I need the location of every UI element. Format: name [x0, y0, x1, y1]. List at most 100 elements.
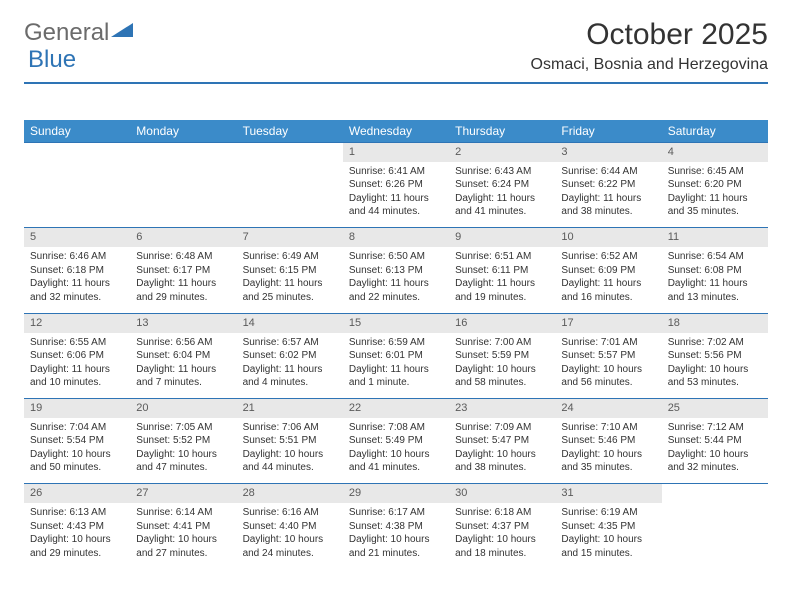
day-info-row: Sunrise: 6:13 AMSunset: 4:43 PMDaylight:… — [24, 503, 768, 569]
sunset-line: Sunset: 4:37 PM — [455, 520, 549, 534]
day-number-cell: 30 — [449, 484, 555, 503]
sunrise-line: Sunrise: 7:12 AM — [668, 421, 762, 435]
sunrise-line: Sunrise: 6:51 AM — [455, 250, 549, 264]
day-info-cell: Sunrise: 7:02 AMSunset: 5:56 PMDaylight:… — [662, 333, 768, 399]
day-number-cell: 13 — [130, 313, 236, 332]
day-number-cell: 24 — [555, 399, 661, 418]
sunset-line: Sunset: 4:41 PM — [136, 520, 230, 534]
calendar-body: 1234Sunrise: 6:41 AMSunset: 6:26 PMDayli… — [24, 143, 768, 570]
sunset-line: Sunset: 6:01 PM — [349, 349, 443, 363]
daylight-line: Daylight: 11 hours and 10 minutes. — [30, 363, 124, 390]
sunset-line: Sunset: 5:49 PM — [349, 434, 443, 448]
page-header: General October 2025 Osmaci, Bosnia and … — [24, 18, 768, 74]
daylight-line: Daylight: 11 hours and 32 minutes. — [30, 277, 124, 304]
day-number-cell: 20 — [130, 399, 236, 418]
weekday-header: Friday — [555, 120, 661, 143]
sunrise-line: Sunrise: 7:09 AM — [455, 421, 549, 435]
day-number-cell — [130, 143, 236, 162]
day-number-cell: 8 — [343, 228, 449, 247]
day-number-cell: 14 — [237, 313, 343, 332]
day-number-cell: 12 — [24, 313, 130, 332]
day-info-cell: Sunrise: 6:48 AMSunset: 6:17 PMDaylight:… — [130, 247, 236, 313]
daylight-line: Daylight: 10 hours and 24 minutes. — [243, 533, 337, 560]
day-info-cell: Sunrise: 7:10 AMSunset: 5:46 PMDaylight:… — [555, 418, 661, 484]
day-info-row: Sunrise: 6:41 AMSunset: 6:26 PMDaylight:… — [24, 162, 768, 228]
sunset-line: Sunset: 6:17 PM — [136, 264, 230, 278]
day-info-cell: Sunrise: 7:01 AMSunset: 5:57 PMDaylight:… — [555, 333, 661, 399]
daylight-line: Daylight: 10 hours and 29 minutes. — [30, 533, 124, 560]
daylight-line: Daylight: 11 hours and 13 minutes. — [668, 277, 762, 304]
daylight-line: Daylight: 10 hours and 53 minutes. — [668, 363, 762, 390]
daylight-line: Daylight: 10 hours and 41 minutes. — [349, 448, 443, 475]
day-info-cell: Sunrise: 6:46 AMSunset: 6:18 PMDaylight:… — [24, 247, 130, 313]
sunset-line: Sunset: 4:43 PM — [30, 520, 124, 534]
day-number-cell: 1 — [343, 143, 449, 162]
day-number-row: 1234 — [24, 143, 768, 162]
sunrise-line: Sunrise: 7:02 AM — [668, 336, 762, 350]
header-divider — [24, 78, 768, 84]
day-info-cell: Sunrise: 7:00 AMSunset: 5:59 PMDaylight:… — [449, 333, 555, 399]
weekday-header: Monday — [130, 120, 236, 143]
sunrise-line: Sunrise: 7:05 AM — [136, 421, 230, 435]
day-info-cell: Sunrise: 6:59 AMSunset: 6:01 PMDaylight:… — [343, 333, 449, 399]
day-info-cell: Sunrise: 6:50 AMSunset: 6:13 PMDaylight:… — [343, 247, 449, 313]
sunset-line: Sunset: 6:15 PM — [243, 264, 337, 278]
day-number-cell: 16 — [449, 313, 555, 332]
day-number-cell: 31 — [555, 484, 661, 503]
title-block: October 2025 Osmaci, Bosnia and Herzegov… — [531, 18, 768, 74]
day-info-cell — [24, 162, 130, 228]
day-number-cell: 17 — [555, 313, 661, 332]
sunrise-line: Sunrise: 6:56 AM — [136, 336, 230, 350]
sunrise-line: Sunrise: 6:50 AM — [349, 250, 443, 264]
sunrise-line: Sunrise: 6:41 AM — [349, 165, 443, 179]
day-number-row: 12131415161718 — [24, 313, 768, 332]
day-info-cell: Sunrise: 7:06 AMSunset: 5:51 PMDaylight:… — [237, 418, 343, 484]
daylight-line: Daylight: 11 hours and 35 minutes. — [668, 192, 762, 219]
sunset-line: Sunset: 6:08 PM — [668, 264, 762, 278]
daylight-line: Daylight: 10 hours and 18 minutes. — [455, 533, 549, 560]
daylight-line: Daylight: 11 hours and 25 minutes. — [243, 277, 337, 304]
day-info-cell: Sunrise: 6:49 AMSunset: 6:15 PMDaylight:… — [237, 247, 343, 313]
daylight-line: Daylight: 10 hours and 44 minutes. — [243, 448, 337, 475]
day-info-cell: Sunrise: 6:51 AMSunset: 6:11 PMDaylight:… — [449, 247, 555, 313]
sunrise-line: Sunrise: 6:14 AM — [136, 506, 230, 520]
sunrise-line: Sunrise: 6:43 AM — [455, 165, 549, 179]
day-info-row: Sunrise: 7:04 AMSunset: 5:54 PMDaylight:… — [24, 418, 768, 484]
weekday-header: Tuesday — [237, 120, 343, 143]
sunset-line: Sunset: 5:54 PM — [30, 434, 124, 448]
day-info-cell: Sunrise: 6:55 AMSunset: 6:06 PMDaylight:… — [24, 333, 130, 399]
day-number-cell: 2 — [449, 143, 555, 162]
day-info-cell — [237, 162, 343, 228]
daylight-line: Daylight: 10 hours and 50 minutes. — [30, 448, 124, 475]
day-info-cell — [662, 503, 768, 569]
day-number-cell: 21 — [237, 399, 343, 418]
day-info-cell: Sunrise: 7:12 AMSunset: 5:44 PMDaylight:… — [662, 418, 768, 484]
sunset-line: Sunset: 6:04 PM — [136, 349, 230, 363]
day-info-cell: Sunrise: 6:52 AMSunset: 6:09 PMDaylight:… — [555, 247, 661, 313]
brand-word-1: General — [24, 21, 109, 45]
logo-triangle-icon — [111, 18, 133, 42]
day-number-cell — [237, 143, 343, 162]
sunrise-line: Sunrise: 6:13 AM — [30, 506, 124, 520]
sunset-line: Sunset: 5:59 PM — [455, 349, 549, 363]
day-info-cell — [130, 162, 236, 228]
day-info-cell: Sunrise: 7:08 AMSunset: 5:49 PMDaylight:… — [343, 418, 449, 484]
day-info-cell: Sunrise: 6:44 AMSunset: 6:22 PMDaylight:… — [555, 162, 661, 228]
sunrise-line: Sunrise: 6:44 AM — [561, 165, 655, 179]
day-info-row: Sunrise: 6:55 AMSunset: 6:06 PMDaylight:… — [24, 333, 768, 399]
daylight-line: Daylight: 11 hours and 16 minutes. — [561, 277, 655, 304]
sunrise-line: Sunrise: 6:52 AM — [561, 250, 655, 264]
daylight-line: Daylight: 10 hours and 21 minutes. — [349, 533, 443, 560]
sunrise-line: Sunrise: 6:54 AM — [668, 250, 762, 264]
day-number-row: 567891011 — [24, 228, 768, 247]
sunset-line: Sunset: 6:22 PM — [561, 178, 655, 192]
day-number-cell: 4 — [662, 143, 768, 162]
day-info-cell: Sunrise: 6:19 AMSunset: 4:35 PMDaylight:… — [555, 503, 661, 569]
day-number-cell: 10 — [555, 228, 661, 247]
day-number-cell: 9 — [449, 228, 555, 247]
day-info-cell: Sunrise: 6:57 AMSunset: 6:02 PMDaylight:… — [237, 333, 343, 399]
sunrise-line: Sunrise: 7:01 AM — [561, 336, 655, 350]
sunrise-line: Sunrise: 6:48 AM — [136, 250, 230, 264]
sunset-line: Sunset: 5:57 PM — [561, 349, 655, 363]
weekday-header: Sunday — [24, 120, 130, 143]
